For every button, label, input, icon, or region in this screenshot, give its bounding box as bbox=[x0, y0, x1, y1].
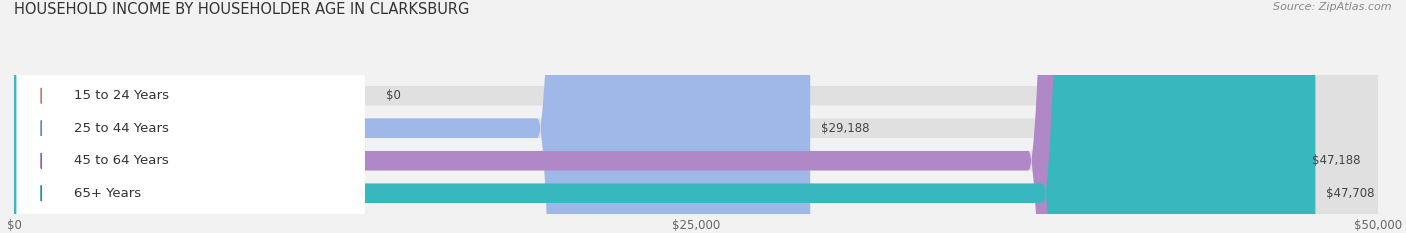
FancyBboxPatch shape bbox=[17, 0, 364, 233]
FancyBboxPatch shape bbox=[17, 0, 364, 233]
FancyBboxPatch shape bbox=[14, 0, 1316, 233]
Text: 65+ Years: 65+ Years bbox=[75, 187, 141, 200]
Text: $47,188: $47,188 bbox=[1312, 154, 1361, 167]
FancyBboxPatch shape bbox=[17, 0, 364, 233]
Text: $0: $0 bbox=[387, 89, 401, 102]
Text: $29,188: $29,188 bbox=[821, 122, 870, 135]
Text: $47,708: $47,708 bbox=[1326, 187, 1375, 200]
FancyBboxPatch shape bbox=[17, 0, 364, 233]
Text: 25 to 44 Years: 25 to 44 Years bbox=[75, 122, 169, 135]
Text: 15 to 24 Years: 15 to 24 Years bbox=[75, 89, 169, 102]
FancyBboxPatch shape bbox=[14, 0, 1378, 233]
Text: Source: ZipAtlas.com: Source: ZipAtlas.com bbox=[1274, 2, 1392, 12]
FancyBboxPatch shape bbox=[14, 0, 1378, 233]
FancyBboxPatch shape bbox=[14, 0, 810, 233]
FancyBboxPatch shape bbox=[14, 0, 1378, 233]
Text: 45 to 64 Years: 45 to 64 Years bbox=[75, 154, 169, 167]
FancyBboxPatch shape bbox=[14, 0, 1301, 233]
FancyBboxPatch shape bbox=[14, 0, 1378, 233]
Text: HOUSEHOLD INCOME BY HOUSEHOLDER AGE IN CLARKSBURG: HOUSEHOLD INCOME BY HOUSEHOLDER AGE IN C… bbox=[14, 2, 470, 17]
